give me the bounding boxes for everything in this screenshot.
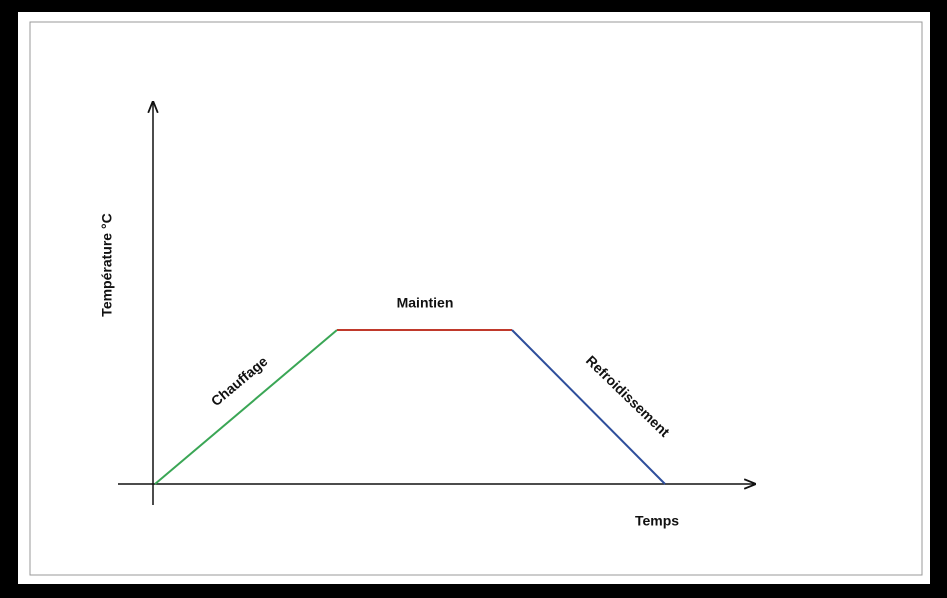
- y-axis-label: Température °C: [99, 213, 115, 316]
- x-axis-label: Temps: [635, 513, 679, 529]
- heating-segment: [154, 329, 338, 485]
- inner-frame: [29, 21, 923, 576]
- canvas: [18, 12, 930, 584]
- cooling-segment: [511, 329, 666, 485]
- phase-label: Maintien: [397, 295, 454, 311]
